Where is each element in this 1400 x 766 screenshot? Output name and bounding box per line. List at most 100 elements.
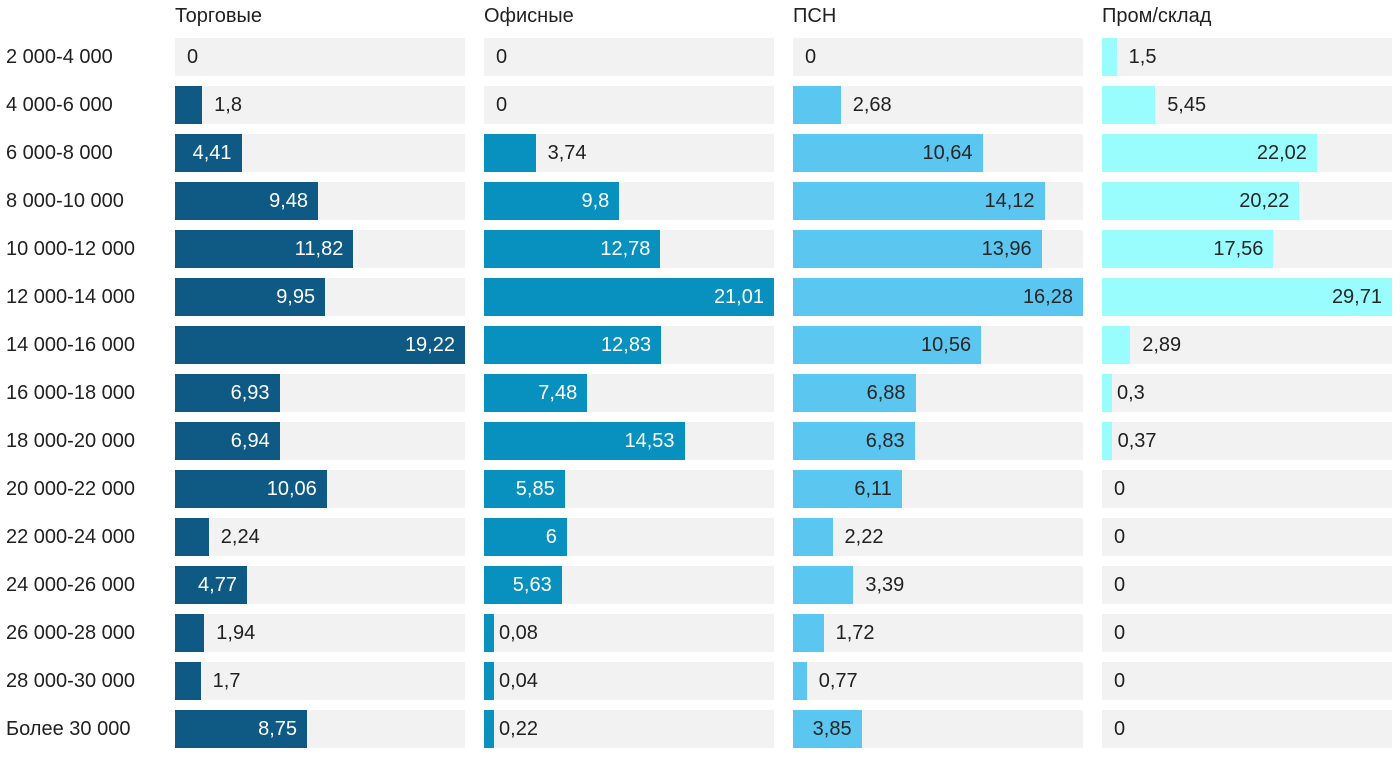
- bar-track: 1,7: [175, 662, 465, 700]
- bar: [793, 662, 807, 700]
- bar-track: 29,71: [1102, 278, 1392, 316]
- bar-track: 6,88: [793, 374, 1083, 412]
- bar-track: 2,24: [175, 518, 465, 556]
- column-header-torgovye: Торговые: [175, 5, 263, 27]
- bar-value-label: 2,89: [1142, 334, 1182, 356]
- row-label: 6 000-8 000: [6, 142, 113, 164]
- bar-value-label: 8,75: [258, 717, 298, 740]
- bar-value-label: 19,22: [404, 333, 455, 356]
- bar-track: 1,8: [175, 86, 465, 124]
- bar-value-label: 20,22: [1239, 189, 1290, 212]
- bar: [793, 566, 854, 604]
- bar-value-label: 1,72: [835, 622, 875, 644]
- bar-value-label: 0: [1114, 718, 1126, 740]
- bar-track: 5,63: [484, 566, 774, 604]
- corner-spacer: [0, 4, 156, 28]
- bar: 8,75: [175, 710, 308, 748]
- bar-track: 6,11: [793, 470, 1083, 508]
- bar-value-label: 10,56: [921, 333, 972, 356]
- bar-track: 2,89: [1102, 326, 1392, 364]
- bar-value-label: 0: [496, 94, 508, 116]
- bar: 11,82: [175, 230, 354, 268]
- row-label: 16 000-18 000: [6, 382, 136, 404]
- bar: 10,56: [793, 326, 982, 364]
- bar-value-label: 2,68: [852, 94, 892, 116]
- bar-value-label: 21,01: [713, 285, 764, 308]
- row-label: 4 000-6 000: [6, 94, 113, 116]
- bar-value-label: 22,02: [1256, 141, 1307, 164]
- bar-value-label: 4,77: [198, 573, 237, 596]
- bar: 3,85: [793, 710, 862, 748]
- bar-track: 14,12: [793, 182, 1083, 220]
- bar: 6: [484, 518, 567, 556]
- bar: 4,77: [175, 566, 247, 604]
- bar: [1102, 422, 1112, 460]
- bar-value-label: 2,24: [220, 526, 260, 548]
- bar-value-label: 4,41: [192, 141, 232, 164]
- bar: 14,53: [484, 422, 685, 460]
- bar-value-label: 3,39: [865, 574, 905, 596]
- row-label: 10 000-12 000: [6, 238, 136, 260]
- bar-track: 1,5: [1102, 38, 1392, 76]
- bar-value-label: 0,04: [499, 670, 538, 692]
- bar-value-label: 6,93: [230, 381, 270, 404]
- bar-track: 11,82: [175, 230, 465, 268]
- bar-track: 17,56: [1102, 230, 1392, 268]
- bar: [1102, 374, 1112, 412]
- bar-track: 21,01: [484, 278, 774, 316]
- bar: 4,41: [175, 134, 242, 172]
- bar-value-label: 0: [1114, 478, 1126, 500]
- bar-track: 5,45: [1102, 86, 1392, 124]
- bar: [175, 614, 205, 652]
- bar-track: 0: [1102, 710, 1392, 748]
- bar-value-label: 1,8: [214, 94, 242, 116]
- bar-track: 10,56: [793, 326, 1083, 364]
- bar: [175, 86, 203, 124]
- bar-value-label: 0,08: [499, 622, 538, 644]
- bar-track: 0,22: [484, 710, 774, 748]
- bar-track: 0: [793, 38, 1083, 76]
- bar-value-label: 11,82: [294, 237, 344, 260]
- bar: 13,96: [793, 230, 1042, 268]
- bar-track: 6,93: [175, 374, 465, 412]
- bar-track: 6: [484, 518, 774, 556]
- bar: [484, 134, 536, 172]
- bar-track: 3,85: [793, 710, 1083, 748]
- row-label: 24 000-26 000: [6, 574, 136, 596]
- column-header-ofisnye: Офисные: [484, 5, 574, 27]
- bar-value-label: 6,83: [865, 429, 905, 452]
- row-label: 20 000-22 000: [6, 478, 136, 500]
- bar: [793, 518, 833, 556]
- bar-track: 3,74: [484, 134, 774, 172]
- bar: 5,85: [484, 470, 565, 508]
- bar-track: 14,53: [484, 422, 774, 460]
- bar: 6,88: [793, 374, 916, 412]
- bar-value-label: 5,85: [515, 477, 555, 500]
- bar: [1102, 86, 1156, 124]
- bar: 21,01: [484, 278, 774, 316]
- bar: [484, 710, 494, 748]
- bar-value-label: 0: [805, 46, 817, 68]
- bar: 6,94: [175, 422, 280, 460]
- bar-track: 20,22: [1102, 182, 1392, 220]
- bar: 16,28: [793, 278, 1083, 316]
- chart-grid: Торговые Офисные ПСН Пром/склад 2 000-4 …: [0, 4, 1400, 748]
- bar-value-label: 10,64: [922, 141, 973, 164]
- bar-value-label: 12,83: [601, 333, 652, 356]
- bar-value-label: 3,85: [812, 717, 852, 740]
- bar-value-label: 1,5: [1128, 46, 1157, 68]
- bar-value-label: 0: [1114, 526, 1126, 548]
- bar: 6,93: [175, 374, 280, 412]
- bar-value-label: 13,96: [981, 237, 1032, 260]
- bar-track: 9,95: [175, 278, 465, 316]
- bar-value-label: 6,94: [230, 429, 270, 452]
- bar-track: 6,94: [175, 422, 465, 460]
- bar-value-label: 12,78: [600, 237, 651, 260]
- bar-track: 0: [1102, 662, 1392, 700]
- bar: 14,12: [793, 182, 1045, 220]
- bar: 20,22: [1102, 182, 1300, 220]
- bar-track: 9,8: [484, 182, 774, 220]
- bar-value-label: 0,3: [1117, 382, 1145, 404]
- bar-track: 0: [1102, 470, 1392, 508]
- bar: 29,71: [1102, 278, 1392, 316]
